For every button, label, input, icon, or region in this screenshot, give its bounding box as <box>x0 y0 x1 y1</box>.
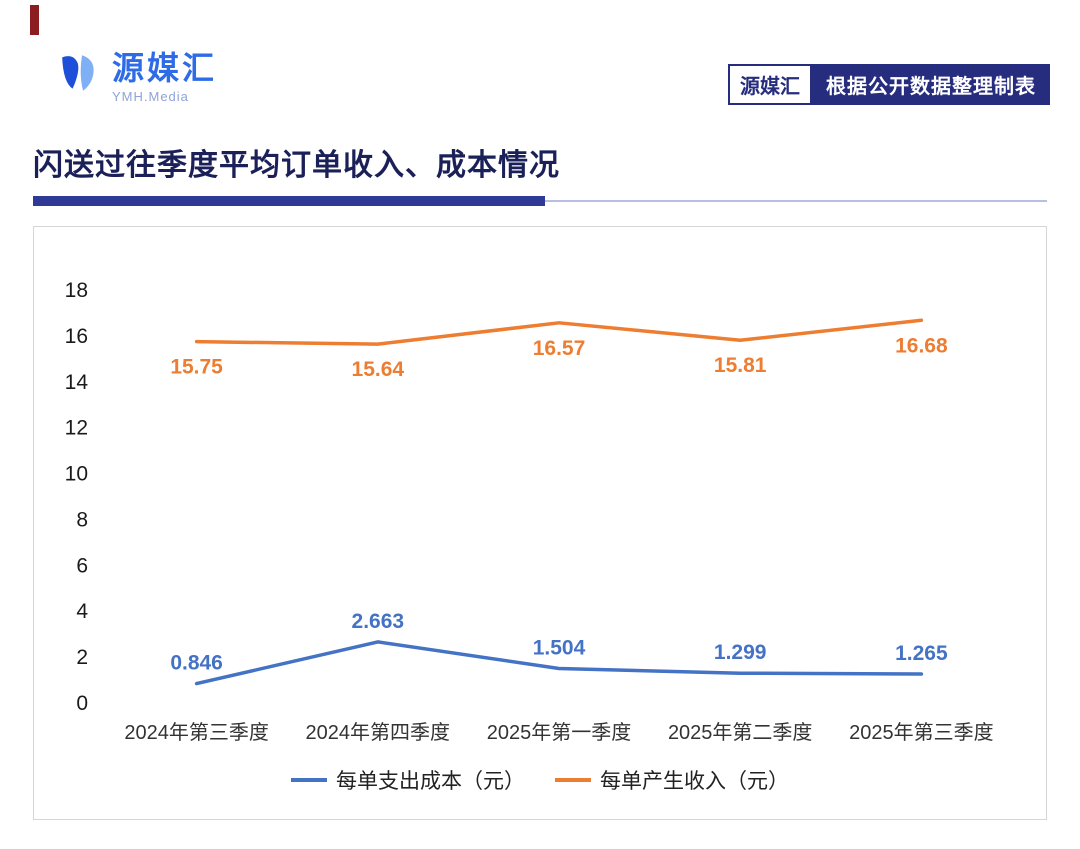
y-tick-label: 6 <box>76 554 88 577</box>
x-tick-label: 2024年第四季度 <box>306 721 451 744</box>
y-tick-label: 10 <box>65 463 88 486</box>
y-tick-label: 18 <box>65 279 88 302</box>
logo-subtitle: YMH.Media <box>112 88 189 104</box>
data-label: 15.81 <box>714 354 767 377</box>
legend-label-revenue: 每单产生收入（元） <box>600 770 789 793</box>
data-label: 15.75 <box>170 356 223 379</box>
y-tick-label: 8 <box>76 508 88 531</box>
series-line-1 <box>194 318 924 346</box>
data-label: 1.504 <box>533 636 586 659</box>
y-tick-label: 12 <box>65 417 88 440</box>
chart-legend: 每单支出成本（元） 每单产生收入（元） <box>34 765 1046 795</box>
logo: 源媒汇 YMH.Media <box>58 50 218 104</box>
data-label: 15.64 <box>352 358 405 381</box>
logo-name: 源媒汇 <box>112 50 218 86</box>
y-tick-label: 14 <box>65 371 89 394</box>
series-line-0 <box>194 640 924 686</box>
data-label: 1.265 <box>895 642 948 665</box>
data-label: 16.68 <box>895 334 948 357</box>
x-tick-label: 2025年第一季度 <box>487 721 632 744</box>
y-tick-label: 4 <box>76 600 88 623</box>
legend-label-cost: 每单支出成本（元） <box>336 770 525 793</box>
title-divider <box>33 196 1047 206</box>
data-label: 16.57 <box>533 337 586 360</box>
data-label: 1.299 <box>714 641 767 664</box>
page-title: 闪送过往季度平均订单收入、成本情况 <box>33 149 560 182</box>
chart-svg: 0 2 4 6 8 10 12 14 16 18 2024年第三季度 2024年第四季度 2025年第一… <box>65 279 994 744</box>
y-tick-label: 2 <box>76 646 88 669</box>
chart-container: 0 2 4 6 8 10 12 14 16 18 2024年第三季度 2024年第四季度 2025年第一… <box>33 226 1047 820</box>
x-tick-label: 2025年第二季度 <box>668 721 813 744</box>
logo-icon <box>58 52 104 99</box>
source-badge-text: 根据公开数据整理制表 <box>812 64 1050 105</box>
x-tick-label: 2024年第三季度 <box>124 721 269 744</box>
logo-text: 源媒汇 YMH.Media <box>112 50 218 104</box>
legend-swatch-cost <box>291 778 327 782</box>
legend-swatch-revenue <box>555 778 591 782</box>
title-divider-thick <box>33 196 545 206</box>
x-tick-label: 2025年第三季度 <box>849 721 994 744</box>
data-label: 0.846 <box>170 652 223 675</box>
source-badge: 源媒汇 根据公开数据整理制表 <box>728 64 1050 105</box>
data-label: 2.663 <box>352 610 405 633</box>
corner-accent <box>30 5 39 35</box>
y-tick-label: 16 <box>65 325 88 348</box>
source-badge-brand: 源媒汇 <box>728 64 812 105</box>
y-tick-label: 0 <box>76 692 88 715</box>
legend-item-revenue: 每单产生收入（元） <box>555 765 789 795</box>
legend-item-cost: 每单支出成本（元） <box>291 765 525 795</box>
